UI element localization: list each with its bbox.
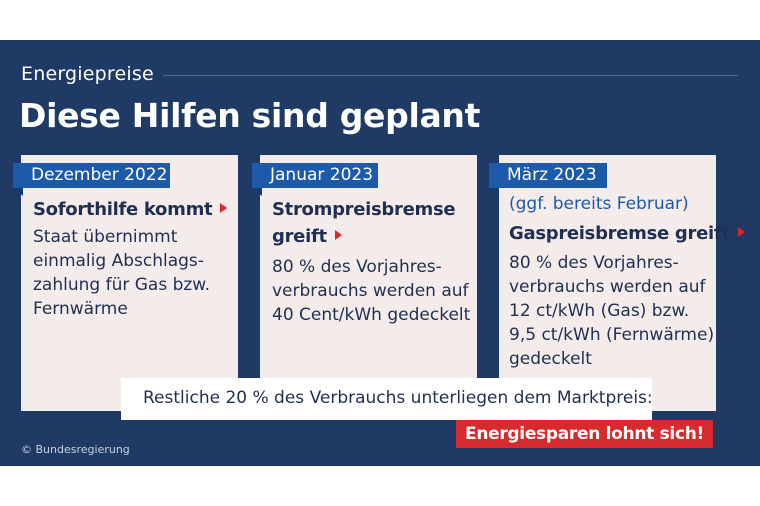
card-date-tag: März 2023 bbox=[489, 163, 607, 188]
card-body: 80 % des Vorjahres- verbrauchs werden au… bbox=[272, 257, 471, 325]
card-subtitle: (ggf. bereits Februar) bbox=[509, 194, 689, 214]
card-body: Staat übernimmt einmalig Abschlags- zahl… bbox=[33, 227, 211, 319]
arrow-right-icon bbox=[737, 227, 745, 237]
arrow-right-icon bbox=[220, 203, 228, 213]
arrow-right-icon bbox=[334, 230, 342, 240]
tag-fold bbox=[13, 188, 23, 196]
card-title-text: Soforthilfe kommt bbox=[33, 199, 213, 220]
tag-fold bbox=[489, 188, 499, 196]
note-text: Restliche 20 % des Verbrauchs unterliege… bbox=[143, 388, 653, 408]
card-january bbox=[260, 155, 477, 411]
card-title-line2: greift bbox=[272, 226, 327, 247]
card-title: Strompreisbremse greift bbox=[272, 196, 456, 250]
note-box bbox=[121, 378, 652, 420]
copyright-credit: © Bundesregierung bbox=[21, 443, 130, 456]
card-december bbox=[21, 155, 238, 411]
card-body: 80 % des Vorjahres- verbrauchs werden au… bbox=[509, 253, 715, 369]
kicker-divider bbox=[163, 75, 738, 76]
card-march bbox=[499, 155, 716, 411]
card-title-line1: Strompreisbremse bbox=[272, 199, 456, 220]
card-date-tag: Januar 2023 bbox=[252, 163, 378, 188]
card-date-tag: Dezember 2022 bbox=[13, 163, 170, 188]
headline: Diese Hilfen sind geplant bbox=[19, 96, 481, 135]
tag-fold bbox=[252, 188, 262, 196]
card-title-text: Gaspreisbremse greift bbox=[509, 223, 730, 244]
card-title: Soforthilfe kommt bbox=[33, 196, 228, 223]
card-title: Gaspreisbremse greift bbox=[509, 220, 745, 247]
kicker-label: Energiepreise bbox=[21, 63, 154, 85]
cta-badge: Energiesparen lohnt sich! bbox=[456, 420, 713, 448]
